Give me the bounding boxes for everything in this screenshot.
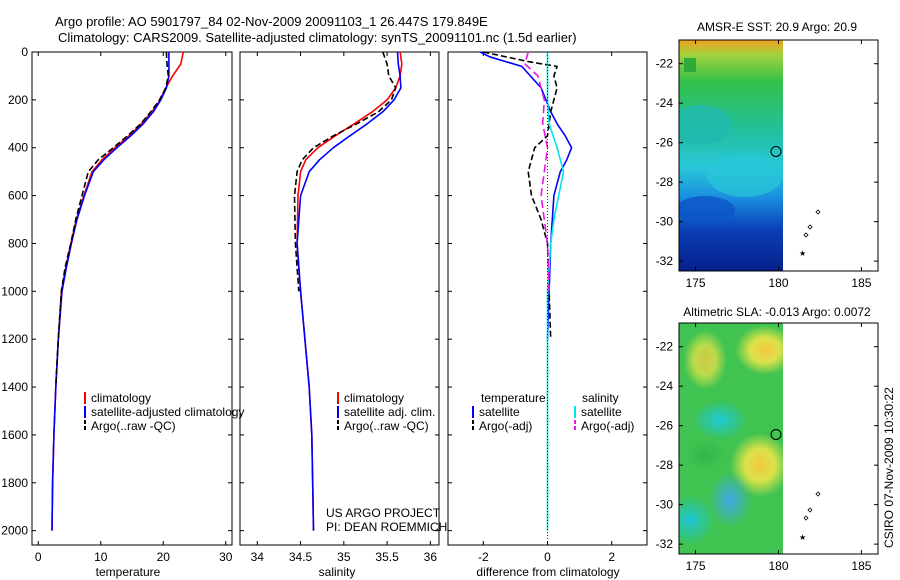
x-tick-label: 0 (544, 550, 551, 564)
x-tick-label: 35 (337, 550, 351, 564)
map-y-tick-label: -24 (656, 96, 674, 110)
y-tick-label: 600 (8, 189, 28, 203)
sst-map-field (679, 40, 783, 271)
legend-climatology-label: climatology (91, 391, 151, 405)
y-tick-label: 400 (8, 141, 28, 155)
map-y-tick-label: -26 (656, 136, 674, 150)
map-x-tick-label: 180 (768, 276, 788, 290)
map-y-tick-label: -24 (656, 379, 674, 393)
salinity-legend: climatology satellite adj. clim. Argo(..… (337, 391, 435, 433)
legend-temp-satellite-label: satellite (479, 405, 520, 419)
salinity-profile-lines (293, 51, 403, 531)
x-tick-label: 20 (157, 550, 171, 564)
pi-label: PI: DEAN ROEMMICH (326, 520, 447, 534)
series-line-satellite-adj-clim (296, 51, 402, 531)
sla-map-title: Altimetric SLA: -0.013 Argo: 0.0072 (683, 305, 871, 319)
y-tick-label: 1200 (1, 332, 28, 346)
sla-track-markers: ★ (799, 491, 821, 542)
map-y-tick-label: -32 (656, 537, 674, 551)
sst-track-markers: ★ (799, 209, 821, 258)
series-line-salinity-satellite (546, 52, 565, 531)
map-y-tick-label: -32 (656, 254, 674, 268)
project-label: US ARGO PROJECT (326, 506, 441, 520)
temperature-panel-frame (31, 51, 233, 546)
figure-title-line1: Argo profile: AO 5901797_84 02-Nov-2009 … (55, 14, 488, 29)
map-y-tick-label: -22 (656, 57, 674, 71)
salinity-axis-ticks: 34 34.5 35 35.5 36 (240, 51, 439, 564)
difference-legend: temperature salinity satellite Argo(-adj… (472, 391, 634, 433)
map-y-tick-label: -28 (656, 458, 674, 472)
y-tick-label: 1400 (1, 380, 28, 394)
salinity-xlabel: salinity (319, 565, 356, 579)
x-tick-label: 2 (608, 550, 615, 564)
sst-map-title: AMSR-E SST: 20.9 Argo: 20.9 (697, 20, 857, 34)
legend-satellite-label: satellite-adjusted climatology (91, 405, 244, 419)
difference-xlabel: difference from climatology (476, 565, 619, 579)
x-tick-label: 0 (35, 550, 42, 564)
map-x-tick-label: 175 (686, 559, 706, 573)
sla-map-ticks: 175 180 185 -22 -24 -26 -28 -30 -32 (656, 323, 878, 573)
x-tick-label: 34.5 (289, 550, 313, 564)
map-x-tick-label: 175 (686, 276, 706, 290)
series-line-argo-raw-qc (293, 51, 397, 292)
series-line-salinity-argo-adj (524, 51, 550, 292)
map-y-tick-label: -28 (656, 175, 674, 189)
legend-salinity-header: salinity (582, 391, 619, 405)
y-tick-label: 1800 (1, 476, 28, 490)
legend-satellite-label: satellite adj. clim. (344, 405, 435, 419)
series-line-satellite-adjusted-climatology (51, 52, 170, 531)
csiro-timestamp: CSIRO 07-Nov-2009 10:30:22 (882, 387, 896, 548)
map-y-tick-label: -30 (656, 215, 674, 229)
legend-sal-argo-label: Argo(-adj) (581, 419, 634, 433)
y-tick-label: 2000 (1, 524, 28, 538)
svg-text:★: ★ (799, 249, 806, 258)
x-tick-label: 34 (251, 550, 265, 564)
map-x-tick-label: 185 (851, 559, 871, 573)
legend-argo-label: Argo(..raw -QC) (344, 419, 429, 433)
temperature-profile-lines (51, 51, 185, 531)
legend-climatology-label: climatology (344, 391, 404, 405)
map-y-tick-label: -22 (656, 340, 674, 354)
series-line-climatology (51, 51, 185, 531)
figure-title-line2: Climatology: CARS2009. Satellite-adjuste… (58, 30, 577, 45)
sla-map-field (679, 323, 783, 554)
y-tick-label: 0 (21, 45, 28, 59)
series-line-temperature-argo-adj (483, 51, 558, 340)
temperature-legend: climatology satellite-adjusted climatolo… (84, 391, 244, 433)
map-y-tick-label: -30 (656, 498, 674, 512)
svg-text:★: ★ (799, 533, 806, 542)
temperature-xlabel: temperature (96, 565, 161, 579)
legend-argo-label: Argo(..raw -QC) (91, 419, 176, 433)
difference-profile-lines (479, 51, 573, 531)
legend-temperature-header: temperature (481, 391, 546, 405)
series-line-argo-raw-qc (55, 51, 170, 388)
salinity-panel-frame (239, 51, 440, 546)
legend-temp-argo-label: Argo(-adj) (479, 419, 532, 433)
temperature-axis-ticks: 0 10 20 30 0 200 400 600 800 1000 1200 1400 1600 1800… (1, 45, 232, 564)
y-tick-label: 200 (8, 93, 28, 107)
y-tick-label: 1000 (1, 284, 28, 298)
profile-location-marker (770, 428, 782, 440)
x-tick-label: -2 (478, 550, 489, 564)
x-tick-label: 35.5 (375, 550, 399, 564)
sst-map-ticks: 175 180 185 -22 -24 -26 -28 -30 -32 (656, 40, 878, 290)
y-tick-label: 800 (8, 236, 28, 250)
map-x-tick-label: 185 (851, 276, 871, 290)
x-tick-label: 30 (219, 550, 233, 564)
x-tick-label: 10 (94, 550, 108, 564)
y-tick-label: 1600 (1, 428, 28, 442)
map-x-tick-label: 180 (768, 559, 788, 573)
difference-axis-ticks: -2 0 2 (448, 51, 647, 564)
x-tick-label: 36 (424, 550, 438, 564)
legend-sal-satellite-label: satellite (581, 405, 622, 419)
map-y-tick-label: -26 (656, 419, 674, 433)
profile-location-marker (770, 145, 782, 157)
series-line-temperature-satellite (479, 51, 573, 340)
